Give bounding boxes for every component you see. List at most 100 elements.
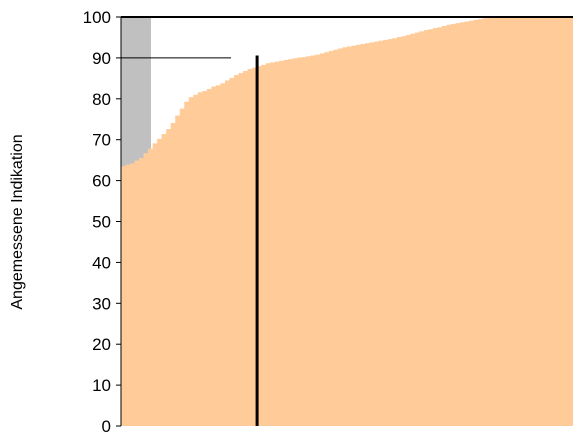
bar-7	[152, 143, 158, 426]
bar-17	[197, 92, 203, 426]
bar-41	[306, 56, 312, 426]
y-tick-label-20: 20	[92, 335, 111, 354]
y-axis: 0 10 20 30 40 50 60 70 80 90 100	[83, 8, 122, 432]
bar-8	[157, 138, 163, 426]
bar-61	[396, 37, 402, 426]
bar-25	[234, 75, 240, 426]
bar-6	[148, 148, 154, 426]
bar-11	[170, 122, 176, 427]
bar-48	[337, 48, 344, 427]
bar-51	[351, 45, 357, 426]
bar-14	[184, 101, 190, 426]
bar-43	[315, 54, 321, 426]
y-tick-label-100: 100	[83, 8, 111, 27]
y-tick-label-90: 90	[92, 49, 111, 68]
bar-32	[265, 63, 271, 426]
y-tick-label-50: 50	[92, 213, 111, 232]
bar-21	[215, 85, 222, 427]
bar-37	[288, 59, 294, 426]
bar-67	[423, 30, 429, 427]
bar-39	[297, 57, 303, 427]
bar-96	[554, 17, 561, 426]
bar-63	[405, 35, 411, 426]
bar-33	[270, 62, 276, 427]
bar-44	[319, 53, 325, 427]
y-tick-label-40: 40	[92, 253, 111, 272]
bar-28	[247, 68, 253, 426]
bar-87	[514, 17, 520, 426]
bar-52	[356, 44, 362, 427]
bar-88	[518, 17, 524, 426]
bar-10	[166, 129, 172, 426]
bar-79	[478, 19, 484, 427]
bar-13	[179, 108, 185, 427]
y-axis-title: Angemessene Indikation	[9, 134, 26, 309]
bar-12	[175, 115, 181, 426]
bar-56	[374, 41, 380, 426]
bar-92	[536, 17, 542, 426]
bar-74	[455, 23, 461, 426]
bar-5	[143, 153, 149, 426]
bar-71	[441, 26, 448, 426]
bar-49	[342, 47, 348, 427]
y-tick-label-0: 0	[102, 417, 111, 432]
bar-18	[202, 91, 208, 426]
bar-65	[414, 32, 420, 426]
bar-47	[333, 49, 339, 426]
bar-82	[491, 17, 497, 426]
bar-62	[401, 36, 407, 426]
bar-86	[509, 17, 515, 426]
y-tick-label-80: 80	[92, 90, 111, 109]
bar-31	[261, 64, 267, 426]
y-tick-label-10: 10	[92, 376, 111, 395]
bar-26	[238, 73, 244, 426]
series-area	[121, 17, 573, 427]
bar-55	[369, 42, 375, 427]
bar-76	[464, 21, 470, 426]
y-tick-label-60: 60	[92, 172, 111, 191]
bar-95	[550, 17, 556, 426]
bar-84	[500, 17, 506, 426]
reference-lines	[121, 16, 573, 426]
bar-35	[279, 60, 285, 426]
y-tick-label-30: 30	[92, 294, 111, 313]
bar-80	[482, 18, 488, 426]
bar-29	[252, 67, 258, 426]
bar-57	[378, 40, 384, 426]
bar-69	[432, 28, 438, 426]
bar-91	[532, 17, 538, 426]
bar-36	[283, 59, 289, 426]
bar-94	[545, 17, 551, 426]
bar-15	[188, 97, 194, 426]
bar-64	[410, 33, 416, 427]
bar-72	[446, 24, 452, 427]
bar-20	[211, 86, 217, 426]
bar-40	[301, 57, 307, 426]
bar-78	[473, 19, 479, 427]
bar-89	[523, 17, 529, 426]
bar-3	[134, 160, 140, 426]
bar-85	[505, 17, 511, 426]
bar-23	[224, 80, 231, 427]
bar-50	[347, 46, 353, 426]
bar-73	[450, 23, 457, 426]
bar-59	[387, 39, 393, 427]
bar-66	[419, 31, 425, 427]
bar-24	[229, 77, 235, 426]
bar-75	[460, 22, 466, 426]
bar-42	[310, 55, 316, 426]
bar-90	[527, 17, 533, 426]
bar-1	[125, 164, 131, 426]
bar-54	[365, 43, 371, 427]
bar-93	[541, 17, 547, 426]
bar-30	[256, 66, 262, 426]
bar-45	[324, 52, 330, 427]
bar-99	[568, 17, 573, 426]
bar-19	[206, 88, 212, 426]
bar-38	[292, 58, 298, 427]
bar-16	[193, 94, 199, 427]
bar-60	[392, 38, 398, 427]
bar-77	[469, 20, 475, 427]
y-tick-label-70: 70	[92, 131, 111, 150]
